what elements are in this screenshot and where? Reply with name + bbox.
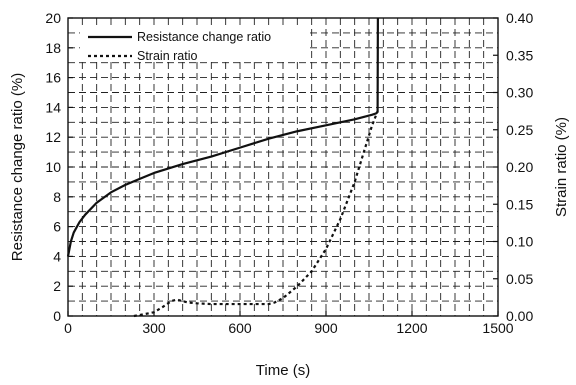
series-line-strain	[133, 110, 379, 318]
x-tick-label: 1500	[482, 320, 513, 336]
x-tick-label: 600	[228, 320, 252, 336]
y-left-tick-label: 20	[45, 10, 61, 26]
y-right-tick-label: 0.15	[506, 196, 533, 212]
y-left-tick-label: 8	[53, 189, 61, 205]
y-left-tick-label: 4	[53, 248, 61, 264]
y-right-tick-label: 0.00	[506, 308, 533, 324]
x-tick-label: 900	[314, 320, 338, 336]
y-left-tick-label: 12	[45, 129, 61, 145]
y-left-tick-label: 14	[45, 99, 61, 115]
y-axis-right-title: Strain ratio (%)	[553, 117, 570, 217]
series-line-resistance	[66, 17, 379, 257]
legend: Resistance change ratio Strain ratio	[80, 28, 308, 63]
y-axis-left-title: Resistance change ratio (%)	[9, 73, 26, 261]
y-left-tick-label: 0	[53, 308, 61, 324]
y-right-tick-label: 0.40	[506, 10, 533, 26]
series-layer	[66, 17, 379, 318]
y-right-tick-label: 0.35	[506, 47, 533, 63]
y-left-tick-label: 10	[45, 159, 61, 175]
tick-labels: 0 300 600 900 1200 1500 0 2 4 6 8 10 12 14 16 18 20 0.00 0…	[45, 10, 533, 336]
x-tick-label: 300	[142, 320, 166, 336]
x-tick-label: 1200	[396, 320, 427, 336]
y-right-tick-label: 0.20	[506, 159, 533, 175]
legend-label-strain: Strain ratio	[137, 49, 197, 63]
y-left-tick-label: 16	[45, 70, 61, 86]
y-right-tick-label: 0.25	[506, 122, 533, 138]
y-left-tick-label: 6	[53, 219, 61, 235]
y-right-tick-label: 0.30	[506, 85, 533, 101]
x-tick-label: 0	[64, 320, 72, 336]
legend-label-resistance: Resistance change ratio	[137, 30, 271, 44]
grid	[68, 18, 498, 316]
y-right-tick-label: 0.10	[506, 234, 533, 250]
x-axis-title: Time (s)	[256, 362, 310, 379]
y-left-tick-label: 18	[45, 40, 61, 56]
y-right-tick-label: 0.05	[506, 271, 533, 287]
y-left-tick-label: 2	[53, 278, 61, 294]
